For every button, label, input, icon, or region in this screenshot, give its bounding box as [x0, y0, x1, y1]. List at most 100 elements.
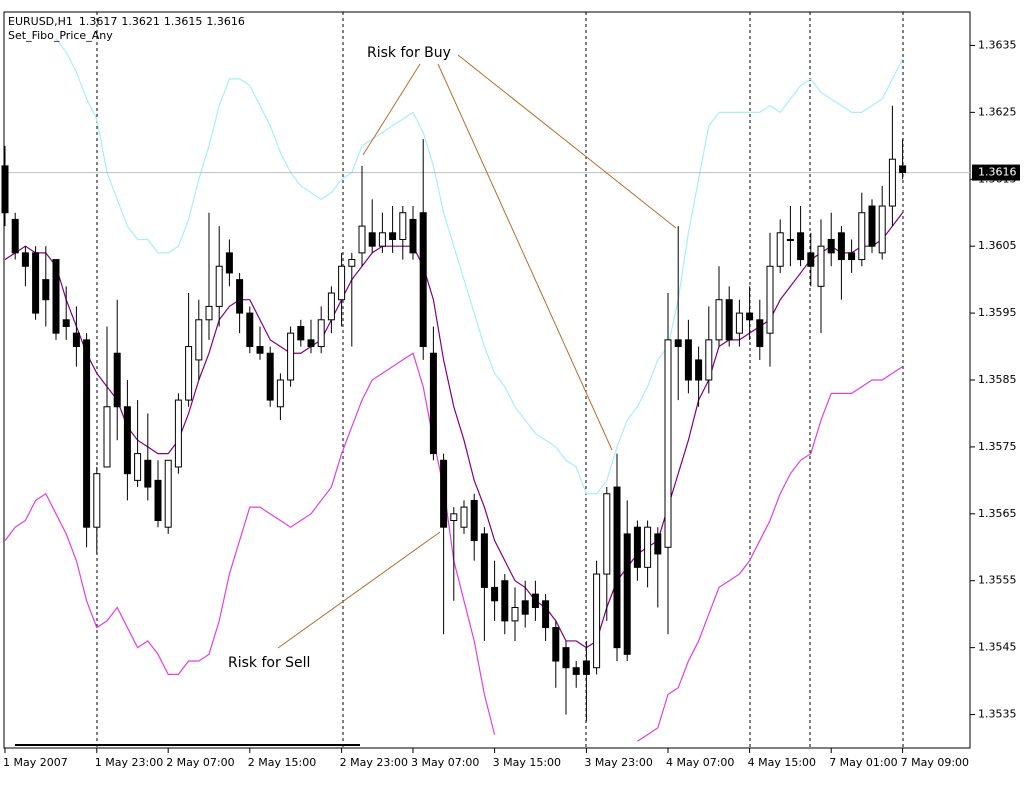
x-tick-label: 4 May 15:00 [748, 756, 816, 769]
candle-body [429, 352, 437, 455]
x-tick-label: 2 May 15:00 [248, 756, 316, 769]
candle-body [797, 232, 805, 261]
candle-body [287, 332, 295, 381]
candle-body [542, 600, 550, 629]
candle-body [164, 459, 172, 528]
candle-body [807, 252, 815, 267]
candle-body [654, 533, 662, 555]
candle-body [21, 252, 29, 267]
candle-body [572, 667, 580, 675]
y-tick-label: 1.3545 [978, 641, 1017, 654]
candle-body [633, 526, 641, 568]
candle-body [11, 218, 19, 254]
header-open: 1.3617 [79, 15, 118, 28]
candle-body [725, 299, 733, 341]
annotation: Risk for Buy [367, 45, 451, 61]
candle-body [623, 533, 631, 655]
candle-body [888, 158, 896, 207]
y-tick-label: 1.3575 [978, 440, 1017, 453]
candle-body [756, 319, 764, 348]
indicator-line [637, 366, 903, 742]
candle-body [531, 593, 539, 608]
period-separators [96, 12, 904, 748]
x-tick-label: 1 May 2007 [3, 756, 68, 769]
candle-body [246, 312, 254, 348]
candle-body [460, 506, 468, 528]
candle-body [215, 265, 223, 307]
candle-body [501, 580, 509, 622]
candle-body [62, 319, 70, 327]
candle-body [185, 346, 193, 401]
candle-body [440, 459, 448, 528]
x-tick-label: 3 May 07:00 [411, 756, 479, 769]
candle-body [766, 265, 774, 334]
pointer [362, 63, 421, 156]
candle-body [419, 212, 427, 348]
indicator-line [4, 212, 904, 649]
candle-body [123, 406, 131, 475]
candle-body [868, 205, 876, 247]
y-tick-label: 1.3555 [978, 574, 1017, 587]
y-tick-label: 1.3605 [978, 239, 1017, 252]
candle-body [450, 513, 458, 522]
candle-body [276, 379, 284, 408]
candle-body [52, 259, 60, 334]
series-layer [1, 38, 970, 742]
candle-body [83, 339, 91, 528]
indicator-line [55, 38, 904, 495]
candle-body [837, 232, 845, 261]
y-tick-label: 1.3585 [978, 373, 1017, 386]
y-tick-label: 1.3625 [978, 105, 1017, 118]
candle-body [552, 627, 560, 662]
candle-body [134, 453, 142, 481]
candle-body [154, 479, 162, 522]
current-price-box [972, 164, 1020, 181]
y-tick-label: 1.3635 [978, 38, 1017, 51]
candle-body [858, 212, 866, 261]
candle-body [848, 252, 856, 261]
x-tick-label: 1 May 23:00 [95, 756, 163, 769]
candle-body [307, 339, 315, 348]
indicator-name: Set_Fibo_Price_Any [8, 29, 113, 42]
candle-body [1, 165, 9, 214]
plot-frame [3, 11, 971, 749]
indicator-line [4, 352, 496, 735]
candle-body [613, 486, 621, 649]
y-tick-label: 1.3565 [978, 507, 1017, 520]
candle-body [378, 232, 386, 247]
candle-body [144, 459, 152, 488]
candle-body [317, 319, 325, 348]
candle-body [368, 232, 376, 247]
candle-body [236, 279, 244, 314]
candle-body [746, 312, 754, 321]
candle-body [786, 238, 794, 241]
header-low: 1.3615 [164, 15, 203, 28]
y-tick-label: 1.3535 [978, 708, 1017, 721]
candle-body [174, 399, 182, 468]
candle-body [327, 292, 335, 321]
candle-body [582, 660, 590, 675]
candle-body [103, 406, 111, 468]
candle-body [93, 473, 101, 528]
candle-body [776, 232, 784, 267]
pointer [437, 63, 613, 451]
candle-body [358, 225, 366, 254]
candle-body [470, 499, 478, 542]
candle-body [521, 600, 529, 615]
x-tick-label: 2 May 23:00 [340, 756, 408, 769]
candle-body [399, 212, 407, 240]
header-high: 1.3621 [121, 15, 160, 28]
pointer [457, 54, 677, 229]
x-tick-label: 4 May 07:00 [666, 756, 734, 769]
candle-body [480, 533, 488, 588]
candle-body [113, 352, 121, 408]
candle-body [878, 205, 886, 254]
header-close: 1.3616 [206, 15, 245, 28]
candle-body [266, 352, 274, 401]
candle-body [593, 573, 601, 669]
annotation: Risk for Sell [228, 655, 310, 671]
candle-body [735, 312, 743, 334]
candle-body [827, 238, 835, 254]
candle-body [603, 493, 611, 575]
